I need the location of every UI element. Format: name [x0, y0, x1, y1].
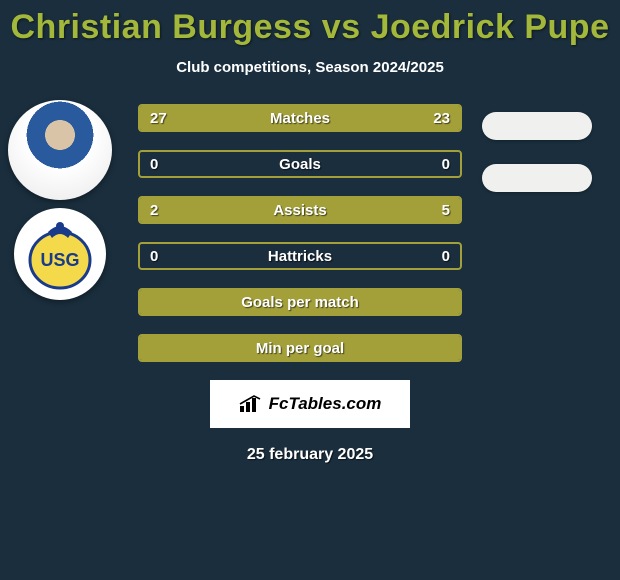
player-photo-left: [8, 100, 112, 200]
stat-label: Matches: [140, 106, 460, 130]
stat-row: 00Hattricks: [138, 242, 462, 270]
stat-row: 25Assists: [138, 196, 462, 224]
branding-box: FcTables.com: [210, 380, 410, 428]
page-title: Christian Burgess vs Joedrick Pupe: [0, 0, 620, 47]
left-player-column: USG: [8, 100, 118, 300]
subtitle: Club competitions, Season 2024/2025: [0, 59, 620, 76]
date-text: 25 february 2025: [0, 446, 620, 464]
svg-text:USG: USG: [40, 250, 79, 270]
stat-label: Hattricks: [140, 244, 460, 268]
club-crest-icon: USG: [14, 208, 106, 300]
chart-icon: [239, 395, 263, 413]
stats-bars: 2723Matches 00Goals 25Assists 00Hattricks Go…: [138, 104, 462, 362]
player-pill-2: [482, 164, 592, 192]
stat-label: Goals per match: [140, 290, 460, 314]
club-badge-left: USG: [14, 208, 106, 300]
stat-label: Min per goal: [140, 336, 460, 360]
right-player-column: [482, 112, 602, 216]
comparison-panel: USG 2723Matches 00Goals 25Assists 00Hattric…: [0, 104, 620, 362]
player-pill-1: [482, 112, 592, 140]
branding-text: FcTables.com: [269, 394, 382, 414]
stat-row: 00Goals: [138, 150, 462, 178]
stat-label: Assists: [140, 198, 460, 222]
stat-row: Min per goal: [138, 334, 462, 362]
stat-row: Goals per match: [138, 288, 462, 316]
stat-label: Goals: [140, 152, 460, 176]
stat-row: 2723Matches: [138, 104, 462, 132]
